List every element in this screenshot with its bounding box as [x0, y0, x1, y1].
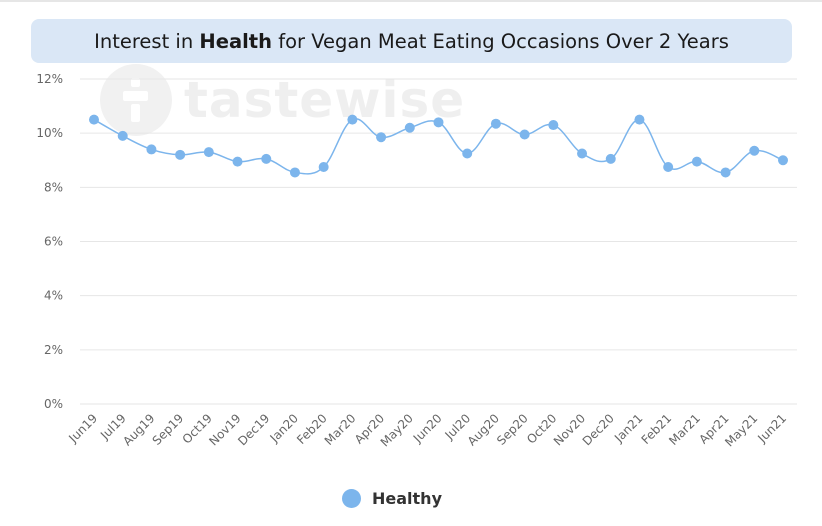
data-point: [203, 147, 214, 158]
data-point: [663, 162, 674, 173]
x-tick-label: Dec20: [580, 411, 617, 448]
x-tick-label: Jun20: [410, 411, 445, 446]
x-tick-label: May21: [722, 411, 760, 449]
data-point: [117, 130, 128, 141]
data-point: [318, 162, 329, 173]
x-tick-label: Mar20: [322, 411, 359, 448]
data-point: [778, 155, 788, 166]
x-tick-label: Sep19: [150, 411, 187, 448]
y-tick-label: 4%: [44, 289, 63, 303]
data-point: [691, 156, 702, 167]
x-tick-label: Mar21: [666, 411, 703, 448]
x-tick-label: Jun19: [65, 411, 100, 446]
x-tick-label: Aug20: [465, 411, 502, 448]
y-tick-label: 12%: [36, 72, 63, 86]
data-point: [347, 114, 358, 125]
data-point: [720, 167, 731, 178]
data-point: [548, 120, 559, 131]
data-point: [634, 114, 645, 125]
data-point: [146, 144, 157, 155]
x-tick-label: Jan20: [267, 411, 301, 445]
data-point: [519, 129, 530, 140]
legend[interactable]: Healthy: [342, 486, 442, 510]
data-point: [89, 114, 99, 125]
y-tick-label: 2%: [44, 343, 63, 357]
data-point: [376, 132, 387, 143]
x-tick-label: Sep20: [494, 411, 531, 448]
data-point: [462, 148, 473, 159]
top-rule: [0, 0, 822, 2]
y-tick-label: 6%: [44, 235, 63, 249]
data-point: [404, 122, 415, 133]
data-point: [232, 156, 243, 167]
chart-title-bold: Health: [199, 29, 272, 53]
y-tick-label: 0%: [44, 397, 63, 411]
legend-label: Healthy: [372, 488, 442, 508]
x-tick-label: Jun21: [754, 411, 789, 446]
x-tick-label: Jan21: [611, 411, 645, 445]
chart-title-suffix: for Vegan Meat Eating Occasions Over 2 Y…: [272, 29, 729, 53]
x-tick-label: Nov20: [551, 411, 588, 448]
data-point: [577, 148, 588, 159]
data-point: [749, 145, 760, 156]
legend-marker-icon: [342, 488, 361, 508]
x-tick-label: Aug19: [120, 411, 157, 448]
x-tick-label: May20: [378, 411, 416, 449]
data-point: [605, 153, 616, 164]
x-tick-label: Dec19: [235, 411, 272, 448]
data-point: [433, 117, 444, 128]
chart-title-prefix: Interest in: [94, 29, 200, 53]
y-tick-label: 8%: [44, 180, 63, 194]
data-point: [261, 153, 272, 164]
y-tick-label: 10%: [36, 126, 63, 140]
data-point: [175, 149, 186, 160]
data-point: [289, 167, 300, 178]
chart-title: Interest in Health for Vegan Meat Eating…: [31, 19, 792, 63]
data-point: [490, 118, 501, 129]
x-tick-label: Nov19: [206, 411, 243, 448]
